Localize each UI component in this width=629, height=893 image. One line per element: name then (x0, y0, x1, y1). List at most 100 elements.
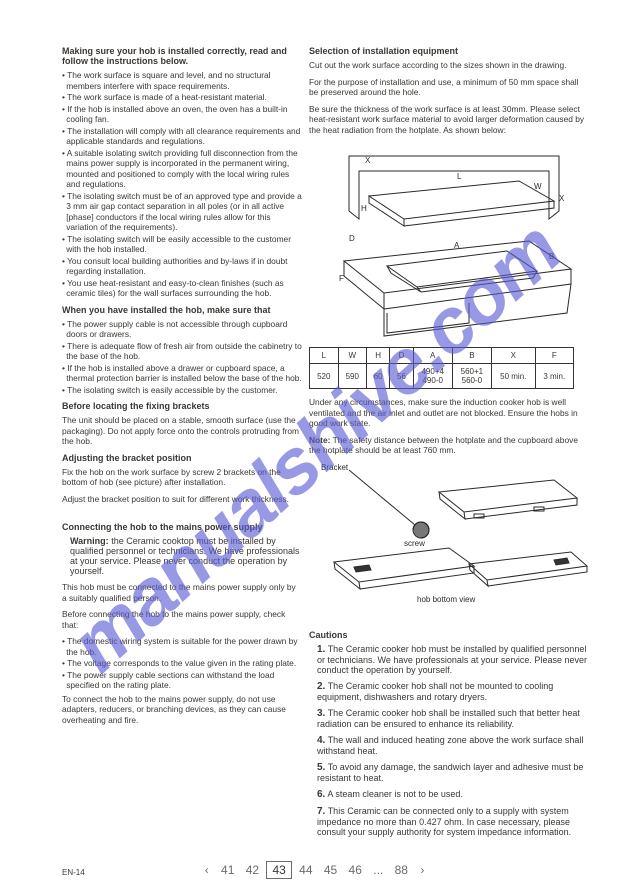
pager-page[interactable]: 44 (295, 863, 316, 877)
warning-label: Warning: (70, 536, 109, 546)
caution-text: The Ceramic cooker hob shall not be moun… (317, 681, 553, 702)
caution-item: 3. The Ceramic cooker hob shall be insta… (309, 708, 589, 729)
cell: H (367, 348, 390, 364)
cell: 520 (310, 364, 339, 389)
svg-text:F: F (339, 274, 344, 283)
svg-text:X: X (365, 156, 371, 165)
caution-num: 3. (317, 708, 325, 719)
caution-item: 5. To avoid any damage, the sandwich lay… (309, 762, 589, 783)
cell: 60 (367, 364, 390, 389)
right-p2: For the purpose of installation and use,… (309, 77, 589, 98)
svg-text:A: A (454, 241, 460, 250)
cell: F (535, 348, 573, 364)
svg-text:W: W (534, 182, 542, 191)
left-bullets-mid: • The power supply cable is not accessib… (62, 319, 302, 396)
cell: L (310, 348, 339, 364)
pager-current[interactable]: 43 (266, 861, 291, 879)
caution-text: The Ceramic cooker hob shall be installe… (317, 708, 580, 729)
cell: X (491, 348, 535, 364)
pager-page[interactable]: 42 (242, 863, 263, 877)
cell: 56 (390, 364, 413, 389)
left-p4: Fix the hob on the work surface by screw… (62, 467, 302, 488)
left-h3: Before locating the fixing brackets (62, 401, 302, 411)
left-h1: Making sure your hob is installed correc… (62, 46, 302, 66)
bullet: • The installation will comply with all … (62, 126, 302, 147)
cell: 590 (338, 364, 367, 389)
caution-text: To avoid any damage, the sandwich layer … (317, 762, 583, 783)
caution-item: 1. The Ceramic cooker hob must be instal… (309, 644, 589, 675)
caution-num: 7. (317, 806, 325, 817)
caution-num: 4. (317, 735, 325, 746)
svg-text:H: H (361, 204, 367, 213)
svg-text:hob bottom view: hob bottom view (417, 595, 475, 604)
bottom-left-h: Connecting the hob to the mains power su… (62, 522, 302, 532)
pager-prev[interactable]: ‹ (200, 863, 214, 877)
bullet: • The power supply cable is not accessib… (62, 319, 302, 340)
caution-num: 2. (317, 681, 325, 692)
bullet: • You consult local building authorities… (62, 256, 302, 277)
bullet: • The isolating switch will be easily ac… (62, 234, 302, 255)
cell: W (338, 348, 367, 364)
note-label: Note: (309, 435, 330, 445)
right-p3: Be sure the thickness of the work surfac… (309, 104, 589, 136)
left-column: Making sure your hob is installed correc… (62, 40, 302, 731)
pager-next[interactable]: › (415, 863, 429, 877)
note-text: The safety distance between the hotplate… (309, 435, 578, 456)
left-p3: The unit should be placed on a stable, s… (62, 415, 302, 447)
bottom-left-pend: To connect the hob to the mains power su… (62, 694, 302, 726)
bullet: • The domestic wiring system is suitable… (62, 636, 302, 657)
caution-text: This Ceramic can be connected only to a … (317, 806, 571, 837)
svg-text:B: B (549, 252, 554, 261)
pager-total[interactable]: 88 (391, 863, 412, 877)
svg-text:L: L (457, 172, 462, 181)
warning-block: Warning: the Ceramic cooktop must be ins… (62, 536, 302, 576)
cautions-h: Cautions (309, 630, 589, 640)
caution-num: 5. (317, 762, 325, 773)
bullet: • You use heat-resistant and easy-to-cle… (62, 278, 302, 299)
cell: B (452, 348, 491, 364)
bullet: • A suitable isolating switch providing … (62, 148, 302, 190)
caution-text: The Ceramic cooker hob must be installed… (317, 644, 587, 675)
pager-page[interactable]: 41 (217, 863, 238, 877)
caution-num: 6. (317, 789, 325, 800)
note-block: Note: The safety distance between the ho… (309, 435, 589, 456)
left-h2: When you have installed the hob, make su… (62, 305, 302, 315)
pager: ‹ 41 42 43 44 45 46 ... 88 › (0, 863, 629, 877)
caution-text: The wall and induced heating zone above … (317, 735, 583, 756)
caution-item: 2. The Ceramic cooker hob shall not be m… (309, 681, 589, 702)
bullet: • If the hob is installed above an oven,… (62, 104, 302, 125)
cell: 490+4 490-0 (413, 364, 452, 389)
cell: 50 min. (491, 364, 535, 389)
cutout-svg: L W H A B X D X F (309, 141, 589, 341)
left-bullets-top: • The work surface is square and level, … (62, 70, 302, 299)
brackets-svg: Bracket screw hob bottom view (309, 462, 589, 622)
bottom-left-p1: This hob must be connected to the mains … (62, 582, 302, 603)
svg-text:screw: screw (404, 539, 425, 548)
page: Making sure your hob is installed correc… (0, 0, 629, 893)
table-row: 520 590 60 56 490+4 490-0 560+1 560-0 50… (310, 364, 574, 389)
bullet: • The work surface is made of a heat-res… (62, 92, 302, 103)
svg-text:Bracket: Bracket (321, 463, 349, 472)
bullet: • The isolating switch is easily accessi… (62, 385, 302, 396)
table-row: L W H D A B X F (310, 348, 574, 364)
cell: A (413, 348, 452, 364)
left-p4b: Adjust the bracket position to suit for … (62, 494, 302, 505)
right-column: Selection of installation equipment Cut … (309, 40, 589, 843)
diagram-cutout: L W H A B X D X F (309, 141, 589, 343)
caution-item: 7. This Ceramic can be connected only to… (309, 806, 589, 837)
bullet: • The power supply cable sections can wi… (62, 670, 302, 691)
pager-page[interactable]: 45 (320, 863, 341, 877)
diagram-brackets: Bracket screw hob bottom view (309, 462, 589, 624)
caution-num: 1. (317, 644, 325, 655)
bullet: • The work surface is square and level, … (62, 70, 302, 91)
cell: 3 min. (535, 364, 573, 389)
right-p4: Under any circumstances, make sure the i… (309, 397, 589, 429)
right-h1: Selection of installation equipment (309, 46, 589, 56)
left-h4: Adjusting the bracket position (62, 453, 302, 463)
bottom-left-pbefore: Before connecting the hob to the mains p… (62, 609, 302, 630)
bullet: • There is adequate flow of fresh air fr… (62, 341, 302, 362)
bullet: • The isolating switch must be of an app… (62, 191, 302, 233)
pager-page[interactable]: 46 (345, 863, 366, 877)
caution-text: A steam cleaner is not to be used. (327, 789, 463, 799)
caution-item: 4. The wall and induced heating zone abo… (309, 735, 589, 756)
